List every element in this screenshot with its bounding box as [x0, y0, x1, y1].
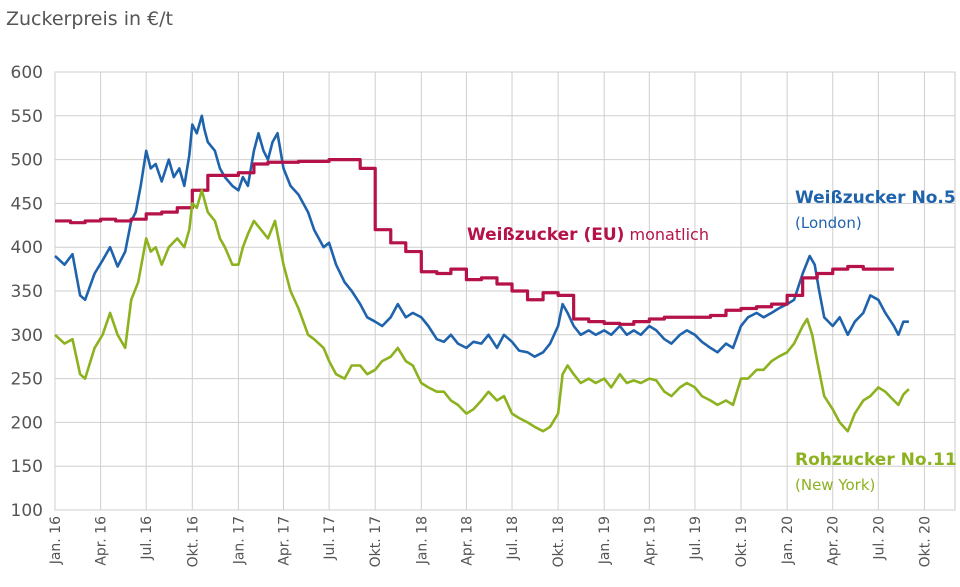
legend-sublabel: (New York) [795, 476, 875, 494]
chart-title: Zuckerpreis in €/t [6, 8, 173, 30]
y-tick-label: 350 [11, 282, 43, 302]
x-tick-label: Apr. 17 [277, 516, 293, 566]
x-tick-label: Jan. 16 [48, 516, 64, 565]
x-axis: Jan. 16 Apr. 16 Jul. 16 Okt. 16 Jan. 17 Apr. … [48, 516, 933, 567]
legend-weisszucker-no5: Weißzucker No.5 [795, 188, 956, 208]
x-tick-label: Apr. 16 [94, 516, 110, 566]
y-tick-label: 600 [11, 63, 43, 83]
y-tick-label: 250 [11, 370, 43, 390]
legend-new-york: (New York) [795, 476, 875, 494]
legend-label: Weißzucker No.5 [795, 188, 956, 208]
x-tick-label: Apr. 19 [642, 516, 658, 566]
x-tick-label: Apr. 18 [459, 516, 475, 566]
x-tick-label: Okt. 19 [734, 516, 750, 567]
x-tick-label: Okt. 16 [185, 516, 201, 567]
x-tick-label: Jul. 16 [139, 516, 155, 561]
y-tick-label: 200 [11, 413, 43, 433]
series-line-3 [54, 189, 910, 433]
y-axis: 100 150 200 250 300 350 400 450 500 550 600 [11, 63, 43, 521]
y-tick-label: 500 [11, 151, 43, 171]
y-tick-label: 400 [11, 238, 43, 258]
legend-label: Rohzucker No.11 [795, 450, 957, 470]
x-tick-label: Jan. 20 [780, 516, 796, 565]
x-tick-label: Jul. 18 [505, 516, 521, 561]
x-tick-label: Jul. 19 [688, 516, 704, 561]
y-tick-label: 450 [11, 194, 43, 214]
legend-label-rest: monatlich [624, 225, 709, 244]
legend-label: Weißzucker (EU) [467, 225, 624, 245]
legend-weisszucker-eu: Weißzucker (EU) monatlich [467, 225, 709, 245]
series-layer [54, 114, 910, 433]
x-tick-label: Jan. 17 [231, 516, 247, 565]
y-tick-label: 100 [11, 501, 43, 521]
x-tick-label: Okt. 17 [368, 516, 384, 567]
x-tick-label: Okt. 20 [917, 516, 933, 567]
x-tick-label: Jul. 20 [871, 516, 887, 561]
y-tick-label: 150 [11, 457, 43, 477]
x-tick-label: Okt. 18 [551, 516, 567, 567]
y-tick-label: 550 [11, 107, 43, 127]
x-tick-label: Jan. 18 [414, 516, 430, 565]
x-tick-label: Jan. 19 [597, 516, 613, 565]
x-tick-label: Jul. 17 [322, 516, 338, 561]
series-line-1 [54, 114, 909, 358]
legend-london: (London) [795, 214, 862, 232]
legend-layer: Weißzucker No.5 (London) Weißzucker (EU) m… [467, 188, 957, 494]
x-tick-label: Apr. 20 [826, 516, 842, 566]
legend-rohzucker-no11: Rohzucker No.11 [795, 450, 957, 470]
y-tick-label: 300 [11, 326, 43, 346]
legend-sublabel: (London) [795, 214, 862, 232]
